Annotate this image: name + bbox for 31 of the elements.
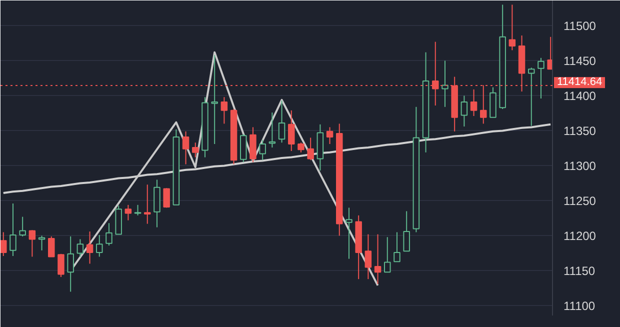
candlestick — [211, 54, 218, 144]
candlestick — [442, 60, 448, 108]
ref-label: 11414.64 — [554, 77, 606, 88]
y-tick-label: 11450 — [564, 54, 596, 68]
y-tick-label: 11200 — [564, 229, 596, 244]
y-tick-label: 11400 — [564, 89, 596, 104]
candlestick — [220, 96, 228, 124]
candlestick — [460, 95, 468, 127]
candlestick — [192, 142, 199, 158]
candlestick — [364, 234, 372, 280]
candlestick — [202, 96, 208, 158]
candlestick — [336, 123, 343, 236]
candlestick — [154, 179, 160, 228]
candlestick — [470, 88, 478, 116]
y-tick-label: 11100 — [564, 299, 596, 314]
candlestick — [316, 124, 324, 172]
candlestick — [374, 234, 382, 284]
y-tick-label: 11500 — [564, 19, 596, 34]
candlestick — [288, 110, 295, 152]
candlestick — [67, 236, 74, 292]
candlestick — [144, 184, 151, 224]
y-tick-label: 11150 — [564, 264, 596, 278]
candlestick — [10, 203, 16, 256]
candlestick — [346, 207, 352, 260]
candlestick — [422, 52, 430, 153]
y-tick-label: 11250 — [564, 194, 596, 208]
y-tick-label: 11300 — [564, 159, 596, 174]
candlestick — [182, 130, 190, 165]
y-tick-label: 11350 — [564, 124, 596, 138]
candlestick — [86, 231, 94, 264]
candlestick — [326, 126, 334, 144]
